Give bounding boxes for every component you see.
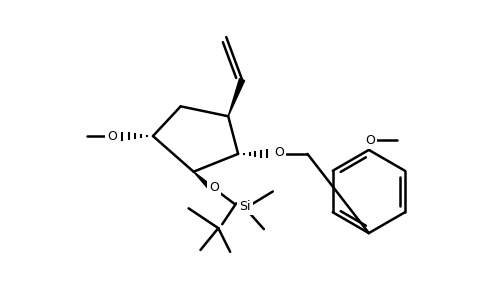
Text: O: O [108, 130, 118, 143]
Polygon shape [228, 79, 244, 116]
Text: O: O [274, 146, 283, 159]
Text: O: O [210, 181, 220, 194]
Polygon shape [194, 172, 214, 191]
Text: O: O [365, 133, 375, 147]
Text: Si: Si [240, 200, 251, 213]
